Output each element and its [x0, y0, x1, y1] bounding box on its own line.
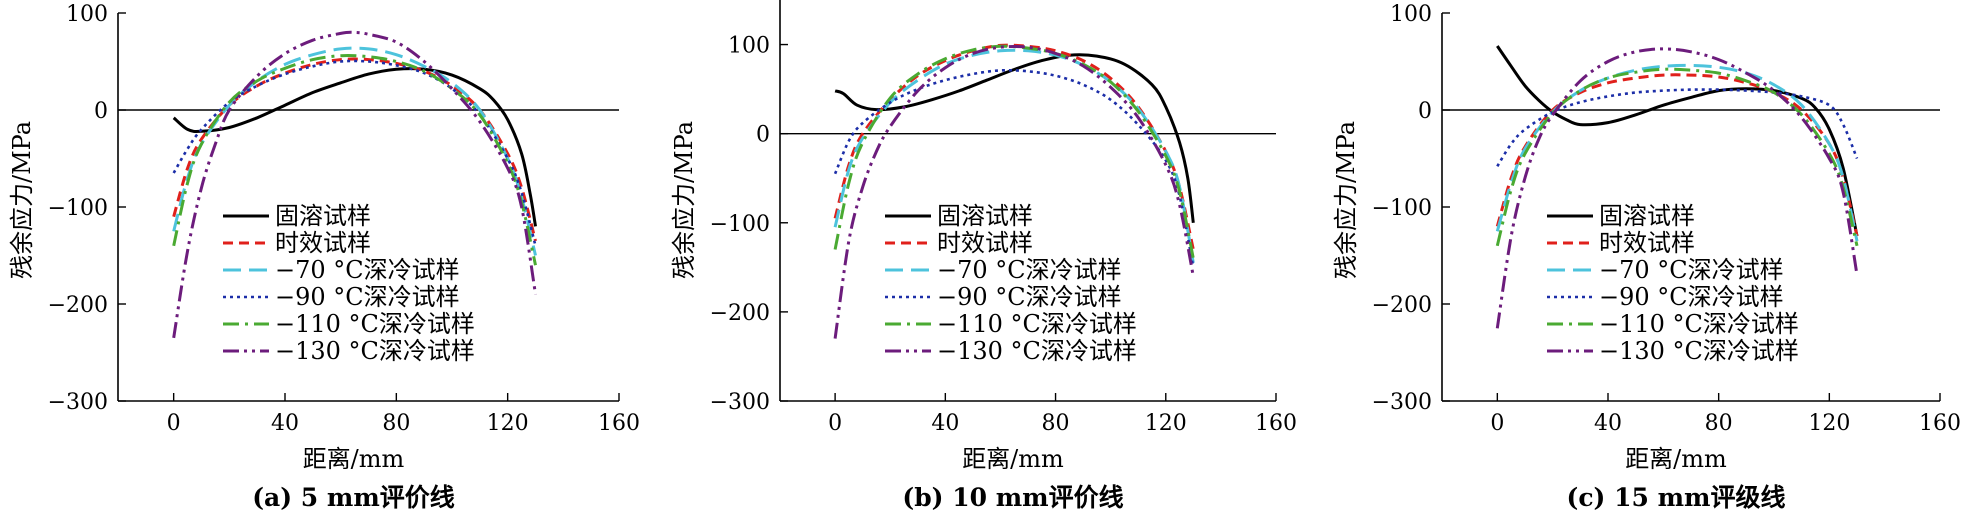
legend-label-2: 时效试样 — [275, 229, 371, 257]
panel-caption: (a) 5 mm评价线 — [252, 483, 455, 512]
series-line-3 — [1495, 63, 1859, 242]
x-tick-label: 0 — [828, 411, 842, 436]
series-line-1 — [1496, 45, 1859, 237]
series-line-5 — [1495, 67, 1859, 247]
y-tick-label: 100 — [728, 34, 770, 59]
legend-label-4: −90 °C深冷试样 — [937, 283, 1122, 311]
y-tick-label: 0 — [94, 99, 108, 124]
y-tick-label: −300 — [710, 390, 770, 415]
x-axis-title: 距离/mm — [303, 445, 405, 473]
legend-label-1: 固溶试样 — [1599, 202, 1695, 230]
x-tick-label: 160 — [1919, 411, 1961, 436]
x-tick-label: 80 — [382, 411, 410, 436]
y-tick-label: 100 — [66, 2, 108, 27]
legend-label-5: −110 °C深冷试样 — [1599, 310, 1799, 338]
legend-label-1: 固溶试样 — [937, 202, 1033, 230]
series-line-6 — [1495, 47, 1859, 329]
legend-label-1: 固溶试样 — [275, 202, 371, 230]
x-tick-label: 120 — [1808, 411, 1850, 436]
x-tick-label: 160 — [598, 411, 640, 436]
series-line-6 — [172, 30, 537, 339]
legend-label-3: −70 °C深冷试样 — [275, 256, 460, 284]
x-tick-label: 120 — [1145, 411, 1187, 436]
y-tick-label: −100 — [710, 212, 770, 237]
series-line-5 — [172, 54, 537, 266]
series-line-1 — [834, 53, 1195, 223]
x-tick-label: 40 — [1594, 411, 1622, 436]
y-tick-label: 100 — [1390, 2, 1432, 27]
y-tick-label: −100 — [48, 196, 108, 221]
y-axis-title: 残余应力/MPa — [1332, 121, 1360, 279]
y-axis-title: 残余应力/MPa — [670, 121, 698, 279]
y-tick-label: −300 — [48, 390, 108, 415]
x-tick-label: 40 — [271, 411, 299, 436]
legend-label-2: 时效试样 — [937, 229, 1033, 257]
x-tick-label: 0 — [1490, 411, 1504, 436]
series-line-1 — [172, 67, 537, 227]
x-tick-label: 80 — [1042, 411, 1070, 436]
y-tick-label: −200 — [48, 293, 108, 318]
y-tick-label: −100 — [1372, 196, 1432, 221]
legend-label-3: −70 °C深冷试样 — [937, 256, 1122, 284]
x-tick-label: 0 — [167, 411, 181, 436]
panel-caption: (b) 10 mm评价线 — [902, 483, 1123, 512]
y-axis-title: 残余应力/MPa — [8, 121, 36, 279]
panel-caption: (c) 15 mm评级线 — [1567, 483, 1786, 512]
y-tick-label: 0 — [756, 123, 770, 148]
x-axis-title: 距离/mm — [962, 445, 1064, 473]
y-tick-label: −300 — [1372, 390, 1432, 415]
legend-label-4: −90 °C深冷试样 — [275, 283, 460, 311]
legend-label-6: −130 °C深冷试样 — [1599, 337, 1799, 365]
y-tick-label: −200 — [1372, 293, 1432, 318]
series-line-4 — [172, 59, 537, 247]
x-tick-label: 80 — [1705, 411, 1733, 436]
legend-label-5: −110 °C深冷试样 — [275, 310, 475, 338]
legend-label-6: −130 °C深冷试样 — [275, 337, 475, 365]
x-tick-label: 120 — [487, 411, 529, 436]
x-tick-label: 160 — [1255, 411, 1297, 436]
x-axis-title: 距离/mm — [1625, 445, 1727, 473]
x-tick-label: 40 — [931, 411, 959, 436]
legend-label-4: −90 °C深冷试样 — [1599, 283, 1784, 311]
y-tick-label: 0 — [1418, 99, 1432, 124]
legend-label-6: −130 °C深冷试样 — [937, 337, 1137, 365]
legend-label-3: −70 °C深冷试样 — [1599, 256, 1784, 284]
legend-label-2: 时效试样 — [1599, 229, 1695, 257]
y-tick-label: −200 — [710, 301, 770, 326]
legend-label-5: −110 °C深冷试样 — [937, 310, 1137, 338]
